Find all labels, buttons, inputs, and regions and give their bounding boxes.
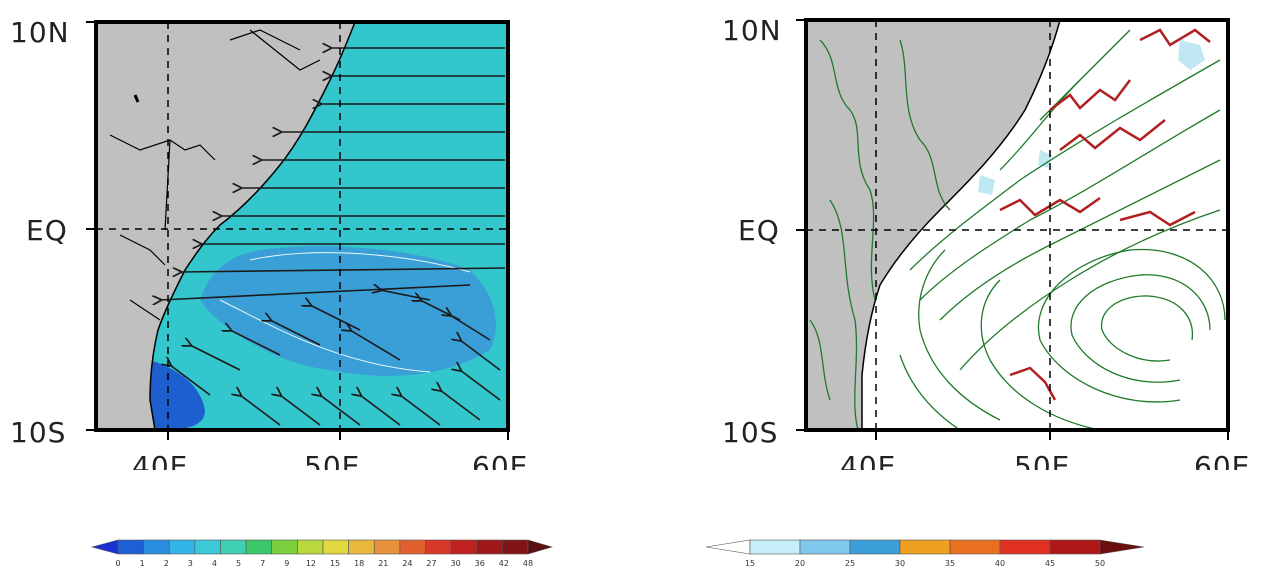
colorbar-swatch bbox=[799, 539, 851, 555]
colorbar-swatch bbox=[999, 539, 1051, 555]
lon-label-50e: 50E bbox=[304, 450, 360, 470]
colorbar-swatch bbox=[220, 539, 247, 555]
wind-speed-map: 10N EQ 10S 40E 50E 60E bbox=[10, 16, 528, 470]
lon-label-60e: 60E bbox=[472, 450, 528, 470]
lon-label-40e: 40E bbox=[132, 450, 188, 470]
colorbar-swatch bbox=[476, 539, 503, 555]
jet-colorbar: 15 20 25 30 35 40 45 50 bbox=[700, 530, 1150, 585]
colorbar-swatch bbox=[849, 539, 901, 555]
lake bbox=[133, 94, 140, 103]
colorbar-swatch bbox=[1049, 539, 1101, 555]
colorbar-swatch bbox=[749, 539, 801, 555]
colorbar-swatch bbox=[245, 539, 273, 555]
colorbar-swatch bbox=[194, 539, 221, 555]
colorbar-swatch bbox=[399, 539, 426, 555]
colorbar-low-end bbox=[705, 539, 751, 555]
strong-wind-zone bbox=[150, 360, 205, 430]
lat-label-10n: 10N bbox=[10, 16, 70, 49]
colorbar-swatch bbox=[949, 539, 1001, 555]
colorbar-tick-label: 2 bbox=[164, 559, 169, 568]
shaded-area bbox=[978, 40, 1205, 195]
colorbar-tick-label: 35 bbox=[945, 559, 955, 568]
wind-speed-map-panel: 10N EQ 10S 40E 50E 60E bbox=[0, 0, 560, 470]
lat-label-eq: EQ bbox=[738, 214, 780, 247]
colorbar-tick-label: 0 bbox=[115, 559, 120, 568]
streamline-map-panel: 10N EQ 10S 40E 50E 60E bbox=[700, 0, 1266, 470]
colorbar-swatch bbox=[425, 539, 452, 555]
colorbar-swatch bbox=[899, 539, 951, 555]
colorbar-tick-label: 27 bbox=[426, 559, 436, 568]
colorbar-tick-label: 42 bbox=[499, 559, 509, 568]
land-area bbox=[806, 20, 1061, 430]
colorbar-tick-label: 21 bbox=[378, 559, 388, 568]
colorbar-tick-label: 15 bbox=[330, 559, 340, 568]
colorbar-right: 15 20 25 30 35 40 45 50 bbox=[705, 539, 1145, 568]
colorbar-tick-label: 24 bbox=[402, 559, 412, 568]
colorbar-tick-label: 25 bbox=[845, 559, 855, 568]
lat-label-eq: EQ bbox=[26, 214, 68, 247]
colorbar-tick-label: 4 bbox=[212, 559, 217, 568]
lon-label-40e: 40E bbox=[840, 450, 896, 470]
colorbar-tick-label: 7 bbox=[260, 559, 265, 568]
colorbar-tick-label: 36 bbox=[475, 559, 485, 568]
lat-label-10n: 10N bbox=[722, 14, 782, 47]
colorbar-left: 0 1 2 3 4 5 7 9 12 15 18 21 24 27 30 36 42 48 bbox=[90, 539, 554, 568]
colorbar-swatch bbox=[322, 539, 349, 555]
colorbar-tick-label: 1 bbox=[140, 559, 145, 568]
colorbar-swatch bbox=[271, 539, 298, 555]
colorbar-tick-label: 5 bbox=[236, 559, 241, 568]
colorbar-swatch bbox=[373, 539, 401, 555]
colorbar-swatch bbox=[168, 539, 196, 555]
colorbar-high-end bbox=[1099, 539, 1145, 555]
colorbar-swatch bbox=[117, 539, 144, 555]
colorbar-tick-label: 40 bbox=[995, 559, 1005, 568]
colorbar-low-end bbox=[90, 539, 119, 555]
colorbar-tick-label: 50 bbox=[1095, 559, 1105, 568]
colorbar-swatch bbox=[450, 539, 478, 555]
wind-vectors bbox=[160, 48, 506, 426]
colorbar-swatch bbox=[297, 539, 324, 555]
colorbar-tick-label: 20 bbox=[795, 559, 805, 568]
colorbar-tick-label: 30 bbox=[895, 559, 905, 568]
colorbar-tick-label: 12 bbox=[306, 559, 316, 568]
wind-speed-colorbar: 0 1 2 3 4 5 7 9 12 15 18 21 24 27 30 36 42 48 bbox=[88, 530, 558, 585]
lat-label-10s: 10S bbox=[722, 416, 778, 449]
map-frame bbox=[94, 20, 510, 432]
colorbar-tick-label: 9 bbox=[284, 559, 289, 568]
colorbar-high-end bbox=[527, 539, 554, 555]
moderate-wind-zone bbox=[200, 246, 496, 376]
colorbar-tick-label: 45 bbox=[1045, 559, 1055, 568]
colorbar-tick-label: 3 bbox=[188, 559, 193, 568]
colorbar-tick-label: 18 bbox=[354, 559, 364, 568]
colorbar-tick-label: 30 bbox=[451, 559, 461, 568]
jet-highlight-lines bbox=[999, 28, 1211, 401]
colorbar-swatch bbox=[143, 539, 170, 555]
contour-line bbox=[219, 252, 471, 373]
colorbar-tick-label: 15 bbox=[745, 559, 755, 568]
colorbar-tick-label: 48 bbox=[523, 559, 533, 568]
colorbar-swatch bbox=[502, 539, 529, 555]
map-frame bbox=[804, 18, 1230, 432]
colorbar-swatch bbox=[348, 539, 375, 555]
lon-label-60e: 60E bbox=[1194, 450, 1250, 470]
lat-label-10s: 10S bbox=[10, 416, 66, 449]
streamline-map: 10N EQ 10S 40E 50E 60E bbox=[722, 14, 1250, 470]
lon-label-50e: 50E bbox=[1014, 450, 1070, 470]
